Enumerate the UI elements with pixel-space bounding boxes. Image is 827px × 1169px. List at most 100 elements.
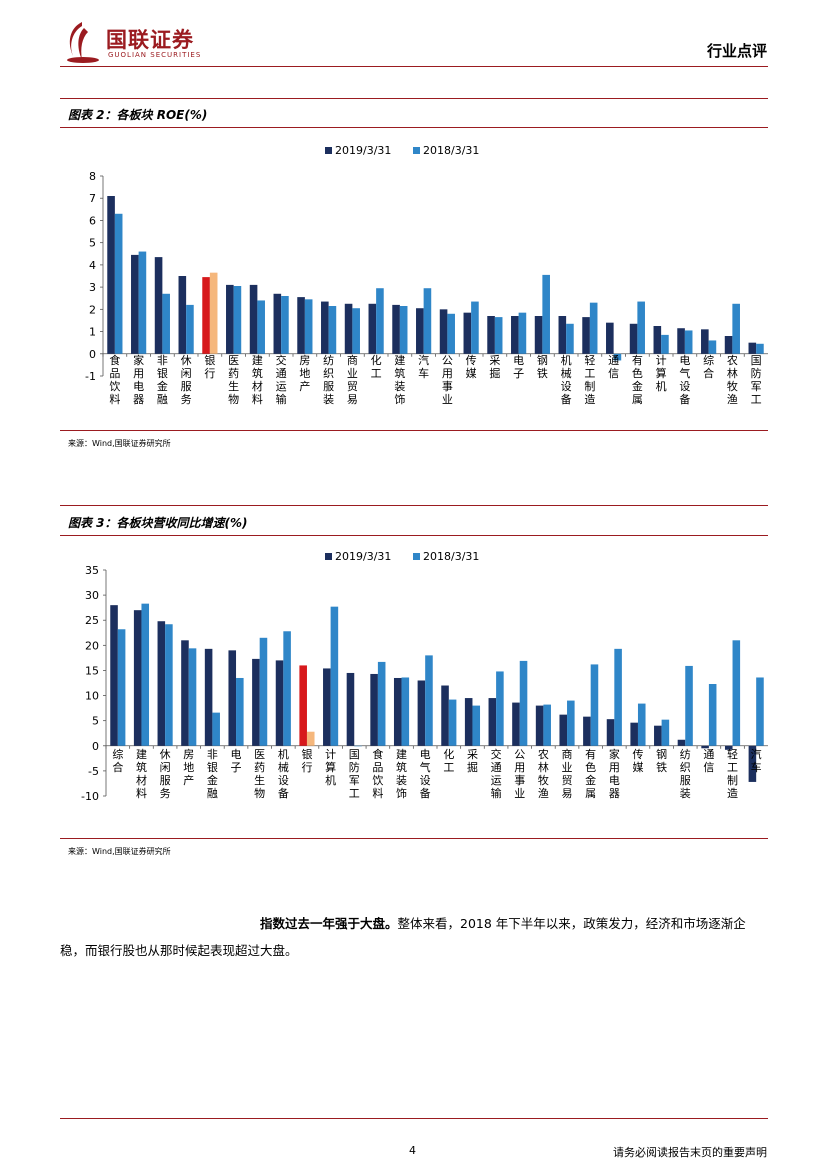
roe-bar-chart: 2019/3/31 2018/3/31 -1 0 1 2 3 4 5 6 7 8 食品饮料 家用电器 非银金… (85, 144, 768, 406)
bar-2019-3-31-农林牧渔 (535, 705, 544, 746)
bar-2019-3-31-化工 (368, 303, 377, 354)
y-tick-label: 1 (89, 326, 96, 339)
y-tick-label: 20 (85, 639, 99, 652)
y-tick-label: -10 (81, 790, 99, 803)
y-tick-label: -5 (88, 765, 99, 778)
guolian-logo: 国联证券 GUOLIAN SECURITIES (62, 20, 242, 64)
x-tick-label: 机械设备 (278, 747, 289, 800)
x-tick-label: 家用电器 (133, 353, 144, 406)
bar-2018-3-31-国防军工 (756, 343, 764, 354)
x-tick-label: 交通运输 (491, 747, 502, 800)
x-tick-label: 非银金融 (207, 748, 218, 800)
figure3-top-rule (60, 505, 768, 506)
bar-2019-3-31-交通运输 (273, 293, 282, 354)
x-tick-label: 休闲服务 (160, 748, 171, 800)
bar-2019-3-31-食品饮料 (370, 673, 378, 746)
legend-label-1: 2018/3/31 (423, 144, 479, 157)
bar-2018-3-31-食品饮料 (114, 213, 123, 354)
x-tick-label: 食品饮料 (109, 353, 120, 406)
y-tick-label: 0 (92, 740, 99, 753)
bar-2019-3-31-轻工制造 (724, 745, 733, 750)
bar-2018-3-31-机械设备 (283, 631, 291, 746)
bar-2018-3-31-交通运输 (281, 296, 289, 354)
x-tick-label: 房地产 (183, 748, 194, 787)
x-tick-label: 传媒 (466, 354, 477, 380)
bar-2018-3-31-农林牧渔 (732, 303, 740, 354)
bar-2018-3-31-采掘 (494, 317, 503, 354)
bar-2018-3-31-建筑装饰 (399, 306, 408, 354)
x-tick-label: 有色金属 (585, 747, 596, 800)
x-tick-label: 化工 (443, 747, 454, 774)
bar-2018-3-31-建筑装饰 (401, 677, 410, 746)
report-type-label: 行业点评 (706, 42, 767, 60)
x-tick-label: 采掘 (467, 748, 478, 774)
y-tick-label: 10 (85, 690, 99, 703)
x-tick-label: 电气设备 (679, 354, 690, 406)
x-tick-label: 建筑材料 (252, 353, 263, 406)
bar-2019-3-31-休闲服务 (178, 276, 187, 354)
bar-2019-3-31-计算机 (323, 668, 331, 746)
x-tick-label: 国防军工 (751, 354, 762, 406)
figure2-source: 来源：Wind,国联证券研究所 (68, 439, 171, 448)
bar-2018-3-31-食品饮料 (377, 661, 386, 746)
x-tick-label: 采掘 (489, 354, 500, 380)
bar-2019-3-31-有色金属 (629, 323, 638, 354)
bar-2018-3-31-休闲服务 (186, 304, 194, 354)
bar-2019-3-31-钢铁 (654, 725, 662, 746)
x-tick-label: 有色金属 (632, 353, 643, 406)
bar-2018-3-31-商业贸易 (567, 700, 575, 746)
x-tick-label: 电子 (231, 748, 242, 774)
y-tick-label: 3 (89, 281, 96, 294)
x-tick-label: 非银金融 (157, 354, 168, 406)
bar-2019-3-31-农林牧渔 (724, 336, 733, 354)
bar-2018-3-31-公用事业 (519, 660, 528, 746)
x-tick-label: 家用电器 (609, 747, 620, 800)
bar-2018-3-31-有色金属 (590, 664, 599, 746)
x-tick-label: 机械设备 (561, 353, 572, 406)
bar-2019-3-31-医药生物 (226, 284, 234, 354)
bar-2018-3-31-休闲服务 (165, 624, 173, 746)
bar-2019-3-31-电子 (511, 316, 519, 354)
figure2-title-rule (60, 127, 768, 128)
bar-2019-3-31-非银金融 (204, 648, 213, 746)
x-tick-label: 轻工制造 (727, 747, 738, 800)
guolian-logo-mark-icon (67, 22, 99, 63)
bar-2019-3-31-化工 (441, 685, 449, 746)
bar-2018-3-31-计算机 (661, 334, 669, 354)
bar-2019-3-31-国防军工 (346, 672, 355, 746)
figure2-title: 图表 2：各板块 ROE(%) (68, 108, 208, 122)
x-tick-label: 计算机 (656, 354, 667, 393)
bar-2018-3-31-轻工制造 (589, 302, 598, 354)
bar-2018-3-31-汽车 (423, 288, 432, 354)
bar-2018-3-31-建筑材料 (141, 603, 150, 746)
x-tick-label: 电气设备 (420, 748, 431, 800)
bar-2019-3-31-汽车 (416, 308, 424, 354)
bar-2019-3-31-纺织服装 (677, 739, 686, 746)
y-tick-label: -1 (85, 370, 96, 383)
bar-2019-3-31-计算机 (653, 326, 662, 354)
bar-2018-3-31-非银金融 (212, 712, 220, 746)
figure3-source: 来源：Wind,国联证券研究所 (68, 847, 171, 856)
figure2-bottom-rule (60, 430, 768, 431)
bar-2018-3-31-电气设备 (684, 330, 693, 354)
paragraph-text: 整体来看，2018 年下半年以来，政策发力，经济和市场逐渐企稳，而银行股也从那时… (60, 916, 746, 958)
x-tick-label: 银行 (204, 353, 215, 380)
bar-2018-3-31-计算机 (330, 606, 339, 746)
bar-2019-3-31-综合 (701, 329, 709, 354)
bar-2019-3-31-建筑材料 (249, 284, 258, 354)
x-tick-label: 建筑装饰 (396, 747, 407, 800)
bar-2018-3-31-轻工制造 (732, 640, 741, 746)
figure2-top-rule (60, 98, 768, 99)
x-tick-label: 商业贸易 (347, 353, 358, 406)
bar-2019-3-31-国防军工 (748, 342, 757, 354)
y-tick-label: 35 (85, 564, 99, 577)
bar-2018-3-31-机械设备 (566, 323, 574, 354)
x-tick-label: 电子 (513, 354, 524, 380)
bar-2019-3-31-机械设备 (275, 660, 284, 746)
y-tick-label: 2 (89, 303, 96, 316)
bar-2019-3-31-家用电器 (606, 719, 615, 746)
x-tick-label: 纺织服装 (323, 353, 334, 406)
bar-2018-3-31-采掘 (472, 705, 481, 746)
bar-2019-3-31-建筑材料 (133, 610, 142, 746)
bar-2019-3-31-电气设备 (417, 680, 426, 746)
